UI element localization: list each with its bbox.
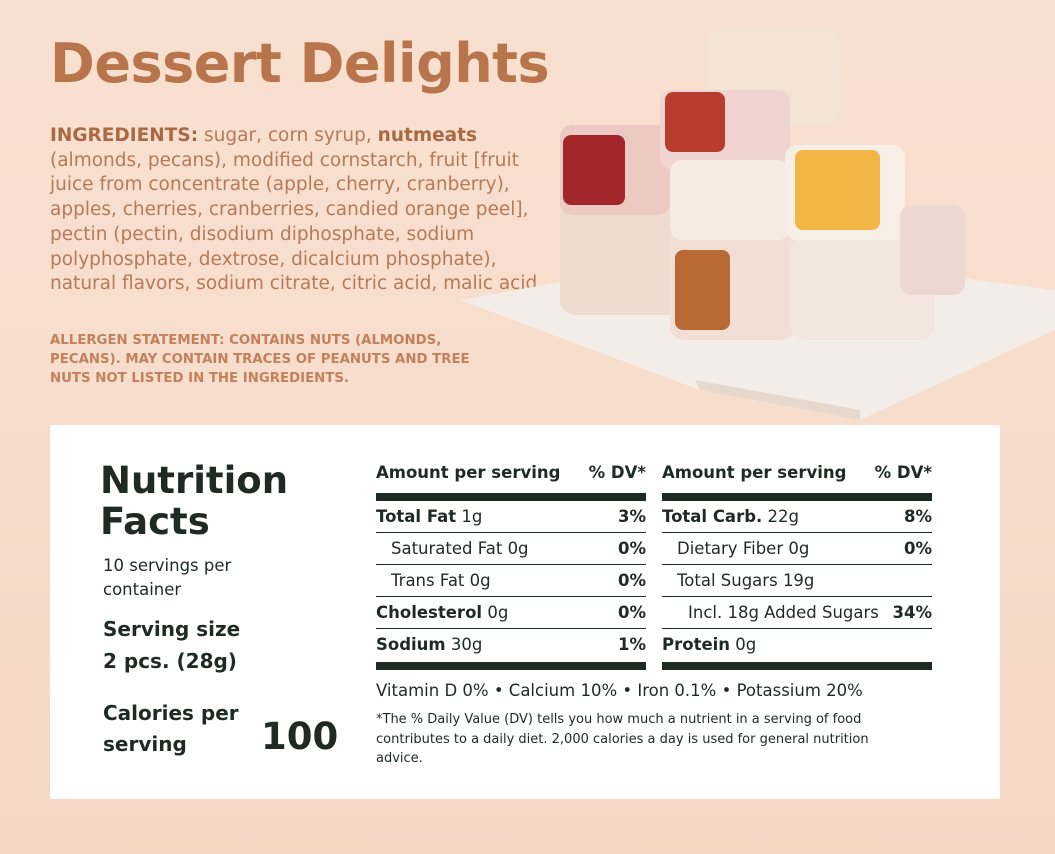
amount: 0g (469, 571, 491, 590)
allergen: ALLERGEN STATEMENT: CONTAINS NUTS (ALMON… (50, 333, 470, 386)
row: Cholesterol 0g 0% (376, 597, 646, 629)
nutrition-panel (50, 425, 1000, 799)
ingredients: INGREDIENTS: sugar, corn syrup, nutmeats… (50, 124, 540, 297)
dv: 0% (617, 539, 646, 558)
amount: 0g (735, 635, 757, 654)
row: Saturated Fat 0g 0% (376, 533, 646, 565)
nutrient: Total Sugars (677, 571, 778, 590)
dv: 0% (903, 539, 932, 558)
row: Protein 0g (662, 629, 932, 660)
nutrient: Saturated Fat (391, 539, 503, 558)
nutrient-table: Amount per serving % DV* Total Fat 1g 3% S… (376, 458, 646, 670)
dv: 8% (903, 507, 932, 526)
header-cell: % DV* (874, 462, 932, 482)
nutrient: Trans Fat (391, 571, 465, 590)
nutrient: Protein (662, 635, 731, 654)
nutrient: Cholesterol (376, 603, 483, 622)
nutrition-title: Nutrition Facts (100, 459, 289, 543)
table-header: Amount per serving % DV* (376, 458, 646, 486)
ingredients-text: sugar, corn syrup, (204, 125, 372, 146)
rule (662, 662, 932, 670)
row: Trans Fat 0g 0% (376, 565, 646, 597)
nutrient: Incl. 18g Added Sugars (688, 603, 879, 622)
header-cell: Amount per serving (662, 462, 847, 482)
rule (376, 493, 646, 501)
table-header: Amount per serving % DV* (662, 458, 932, 486)
ingredients-label: INGREDIENTS: (50, 125, 199, 146)
nutrient-table: Amount per serving % DV* Total Carb. 22g 8… (662, 458, 932, 670)
row: Total Sugars 19g (662, 565, 932, 597)
calories-label: Calories per serving (103, 701, 239, 756)
serving-size-label: Serving size (103, 617, 241, 641)
row: Sodium 30g 1% (376, 629, 646, 660)
dv: 0% (617, 571, 646, 590)
amount: 0g (788, 539, 810, 558)
nutrient: Total Fat (376, 507, 457, 526)
amount: 0g (487, 603, 509, 622)
amount: 0g (507, 539, 529, 558)
nutrient: Dietary Fiber (677, 539, 784, 558)
dv: 3% (617, 507, 646, 526)
servings: 10 servings per container (103, 556, 232, 599)
calories: 100 (261, 715, 339, 758)
nutrient: Sodium (376, 635, 446, 654)
rows: Total Carb. 22g 8% Dietary Fiber 0g 0% Tot… (662, 501, 932, 660)
serving-size: 2 pcs. (28g) (103, 649, 237, 673)
vitamins: Vitamin D 0% • Calcium 10% • Iron 0.1% •… (376, 681, 863, 700)
ingredients-highlight: nutmeats (377, 125, 478, 146)
row: Dietary Fiber 0g 0% (662, 533, 932, 565)
dv: 0% (617, 603, 646, 622)
dv: 34% (892, 603, 933, 622)
amount: 19g (782, 571, 815, 590)
amount: 1g (461, 507, 483, 526)
header-cell: % DV* (588, 462, 646, 482)
footnote: *The % Daily Value (DV) tells you how mu… (376, 712, 869, 766)
amount: 30g (450, 635, 483, 654)
ingredients-text: (almonds, pecans), modified cornstarch, … (50, 149, 538, 295)
row: Incl. 18g Added Sugars 34% (662, 597, 932, 629)
nutrient: Total Carb. (662, 507, 763, 526)
row: Total Carb. 22g 8% (662, 501, 932, 533)
rows: Total Fat 1g 3% Saturated Fat 0g 0% Trans … (376, 501, 646, 660)
amount: 22g (767, 507, 800, 526)
row: Total Fat 1g 3% (376, 501, 646, 533)
title: Dessert Delights (50, 32, 550, 95)
header-cell: Amount per serving (376, 462, 561, 482)
dv: 1% (617, 635, 646, 654)
rule (662, 493, 932, 501)
rule (376, 662, 646, 670)
product-photo (460, 30, 1055, 420)
